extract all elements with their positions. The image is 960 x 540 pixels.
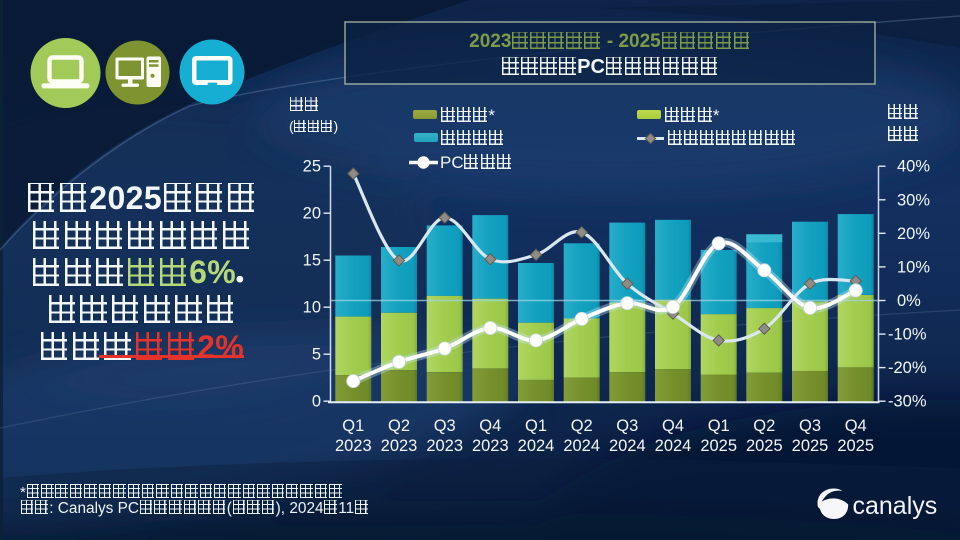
svg-text:0%: 0% xyxy=(897,292,921,310)
svg-text:Q4: Q4 xyxy=(479,417,501,435)
svg-text:25: 25 xyxy=(303,158,321,176)
svg-text:10: 10 xyxy=(303,299,321,317)
svg-text:10%: 10% xyxy=(897,258,930,276)
svg-text:Q4: Q4 xyxy=(662,417,684,435)
svg-text:5: 5 xyxy=(312,346,321,364)
svg-text:Q4: Q4 xyxy=(845,417,867,435)
svg-text:20: 20 xyxy=(303,205,321,223)
svg-text:2024: 2024 xyxy=(655,437,692,455)
svg-text:2024: 2024 xyxy=(518,437,555,455)
svg-text:2024: 2024 xyxy=(609,437,646,455)
svg-text:2023: 2023 xyxy=(381,437,418,455)
svg-text:2023: 2023 xyxy=(426,437,463,455)
svg-text:Q2: Q2 xyxy=(388,417,410,435)
svg-text:Q1: Q1 xyxy=(708,417,730,435)
svg-text:Q3: Q3 xyxy=(616,417,638,435)
svg-text:Q2: Q2 xyxy=(571,417,593,435)
svg-text:2025: 2025 xyxy=(700,437,737,455)
svg-text:2025: 2025 xyxy=(792,437,829,455)
svg-text:0: 0 xyxy=(312,393,321,411)
svg-text:2024: 2024 xyxy=(563,437,600,455)
svg-text:Q1: Q1 xyxy=(342,417,364,435)
svg-text:20%: 20% xyxy=(897,225,930,243)
svg-text:2023: 2023 xyxy=(335,437,372,455)
svg-text:canalys: canalys xyxy=(853,492,938,520)
svg-text:Q2: Q2 xyxy=(753,417,775,435)
svg-text:-20%: -20% xyxy=(888,359,927,377)
svg-text:Q3: Q3 xyxy=(799,417,821,435)
svg-text:-10%: -10% xyxy=(888,326,927,344)
svg-text:Q3: Q3 xyxy=(434,417,456,435)
svg-text:2025: 2025 xyxy=(837,437,874,455)
svg-text:2023: 2023 xyxy=(472,437,509,455)
svg-text:15: 15 xyxy=(303,252,321,270)
svg-text:Q1: Q1 xyxy=(525,417,547,435)
svg-text:40%: 40% xyxy=(897,158,930,176)
svg-text:-30%: -30% xyxy=(888,393,927,411)
svg-text:2025: 2025 xyxy=(746,437,783,455)
svg-text:30%: 30% xyxy=(897,191,930,209)
